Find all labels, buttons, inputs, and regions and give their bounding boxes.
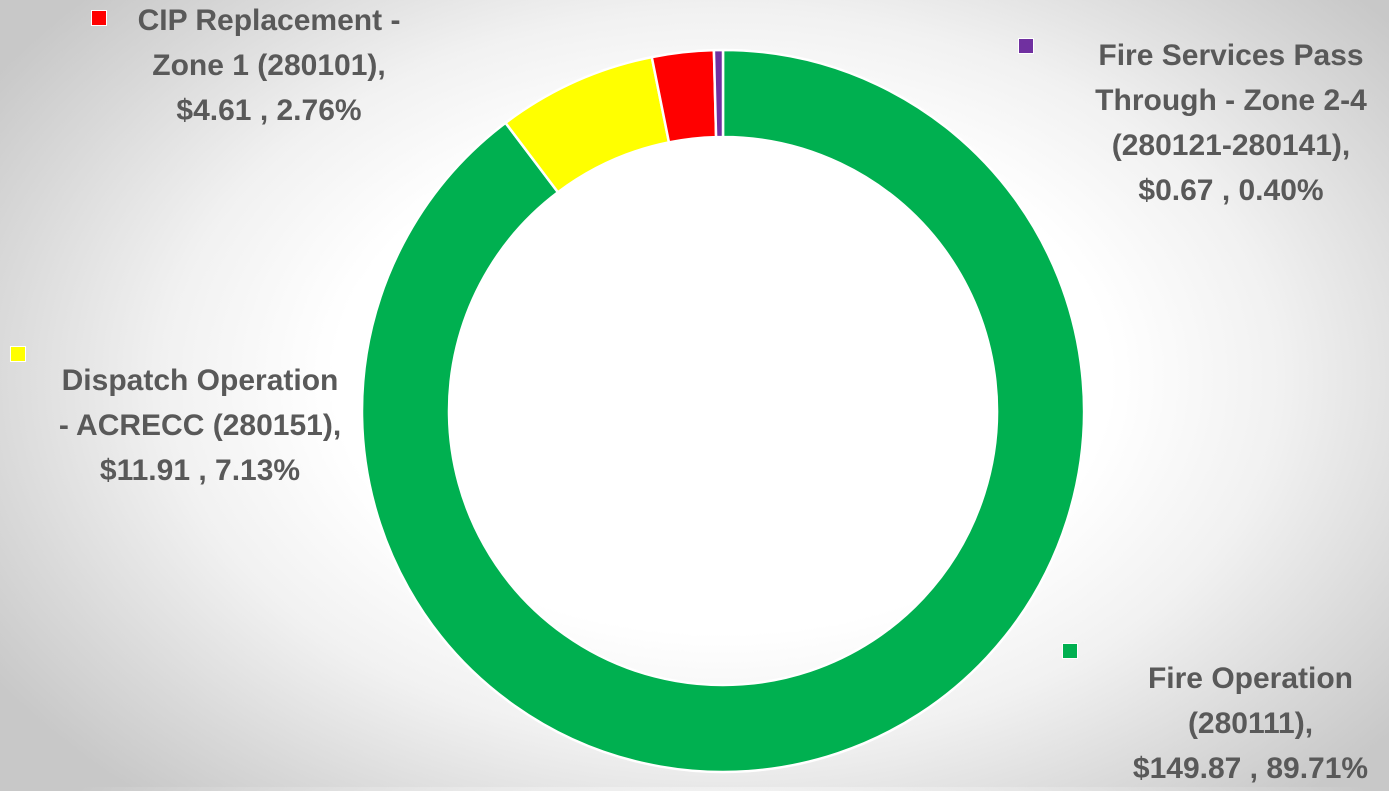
legend-marker-dispatch-operation (10, 346, 26, 362)
data-label-dispatch-operation: Dispatch Operation - ACRECC (280151), $1… (35, 358, 365, 493)
legend-marker-cip-replacement (91, 10, 107, 26)
data-label-line: Zone 1 (280101), (152, 49, 386, 82)
data-label-line: (280111), (1187, 707, 1314, 740)
data-label-cip-replacement: CIP Replacement - Zone 1 (280101), $4.61… (118, 0, 420, 133)
data-label-line: $11.91 , 7.13% (99, 454, 301, 487)
data-label-fire-operation: Fire Operation (280111), $149.87 , 89.71… (1118, 656, 1383, 791)
data-label-line: CIP Replacement - (137, 4, 401, 37)
data-label-line: $0.67 , 0.40% (1138, 174, 1324, 207)
data-label-line: (280121-280141), (1111, 129, 1351, 162)
data-label-fire-services-pass-through: Fire Services Pass Through - Zone 2-4 (2… (1078, 33, 1384, 213)
data-label-line: $4.61 , 2.76% (176, 94, 362, 127)
data-label-line: Dispatch Operation (61, 364, 339, 397)
data-label-line: Fire Services Pass (1098, 39, 1364, 72)
data-label-line: Through - Zone 2-4 (1095, 84, 1367, 117)
data-label-line: - ACRECC (280151), (58, 409, 342, 442)
data-label-line: $149.87 , 89.71% (1132, 752, 1369, 785)
data-label-line: Fire Operation (1147, 662, 1354, 695)
doughnut-slice-0 (360, 48, 1086, 774)
legend-marker-fire-operation (1062, 643, 1078, 659)
doughnut-slice-3 (712, 48, 725, 139)
legend-marker-fire-services-pass-through (1018, 38, 1034, 54)
